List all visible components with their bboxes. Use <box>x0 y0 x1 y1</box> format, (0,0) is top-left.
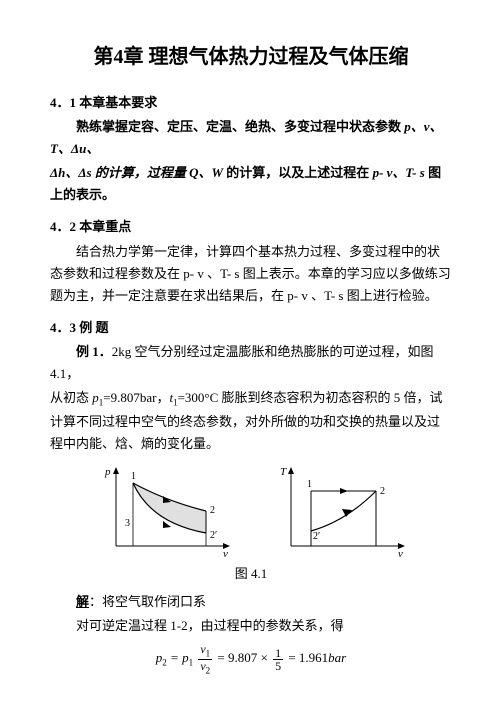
pt2p-right: 2′ <box>313 531 320 542</box>
solution-line1: 解：将空气取作闭口系 <box>50 591 452 613</box>
degC: °C <box>204 390 218 405</box>
ylabel-T: T <box>280 466 287 478</box>
pt1-right: 1 <box>307 479 312 490</box>
eq-fden: 5 <box>273 660 283 672</box>
eq-unit: bar <box>328 650 346 665</box>
sec1-paragraph-2: Δh、Δs 的计算，过程量 Q、W 的计算，以及上述过程在 p- v、T- s … <box>50 162 452 206</box>
pt2-left: 2 <box>210 505 215 516</box>
sec1-p1-pre: 熟练掌握定容、定压、定温、绝热、多变过程中状态参数 <box>76 119 404 134</box>
sec1-p2-mid: 的计算，以及上述过程在 <box>223 165 373 180</box>
delta-h-s: Δh、Δs 的计算，过程量 <box>50 165 189 180</box>
eq-fnum: 1 <box>273 647 283 660</box>
sec1-paragraph-1: 熟练掌握定容、定压、定温、绝热、多变过程中状态参数 p、v、T、Δu、 <box>50 116 452 160</box>
section-4-2-heading: 4．2 本章重点 <box>50 216 452 238</box>
example-label: 例 1． <box>76 344 112 359</box>
pt2-right: 2 <box>380 486 385 497</box>
eq-p2sub: 2 <box>162 658 167 668</box>
vars-QW: Q、W <box>189 165 223 180</box>
chapter-title: 第4章 理想气体热力过程及气体压缩 <box>50 40 452 74</box>
frac-v1v2: v1 v2 <box>198 643 212 675</box>
eq-val2: = 1.961 <box>288 650 328 665</box>
pv-ts: p- v、T- s <box>373 165 425 180</box>
pt1-left: 1 <box>131 471 136 482</box>
figure-ts: T v 1 2 2′ <box>266 461 411 561</box>
equation-p2: p2 = p1 v1 v2 = 9.807 × 1 5 = 1.961bar <box>50 643 452 675</box>
p1-val: =9.807bar， <box>103 390 169 405</box>
ylabel-p: p <box>104 466 111 478</box>
xlabel-v: v <box>223 548 228 560</box>
delta-u: Δu、 <box>71 141 99 156</box>
sec2-paragraph: 结合热力学第一定律，计算四个基本热力过程、多变过程中的状态参数和过程参数及在 p… <box>50 241 452 307</box>
solution-line2: 对可逆定温过程 1-2，由过程中的参数关系，得 <box>50 615 452 637</box>
eq-p1sub: 1 <box>189 658 194 668</box>
figure-row: p v 1 2 2′ 3 T v <box>50 461 452 561</box>
pt2p-left: 2′ <box>210 530 217 541</box>
example-1-line2: 从初态 p1=9.807bar，t1=300°C 膨胀到终态容积为初态容积的 5… <box>50 387 452 455</box>
section-4-3-heading: 4．3 例 题 <box>50 317 452 339</box>
eq-val1: = 9.807 × <box>217 650 271 665</box>
eq-v1sub: 1 <box>206 649 211 659</box>
sol-after: ：将空气取作闭口系 <box>89 594 206 609</box>
section-4-1-heading: 4．1 本章基本要求 <box>50 92 452 114</box>
t1-val: =300 <box>178 390 205 405</box>
solution-label: 解 <box>76 594 89 609</box>
eq-v2sub: 2 <box>206 665 211 675</box>
figure-pv: p v 1 2 2′ 3 <box>91 461 236 561</box>
ex-line2-pre: 从初态 <box>50 390 92 405</box>
xlabel-v-right: v <box>398 548 403 560</box>
example-1-line1: 例 1．2kg 空气分别经过定温膨胀和绝热膨胀的可逆过程，如图 4.1， <box>50 341 452 385</box>
figure-caption: 图 4.1 <box>50 563 452 585</box>
frac-1-5: 1 5 <box>273 647 283 672</box>
pt3-left: 3 <box>125 518 130 529</box>
